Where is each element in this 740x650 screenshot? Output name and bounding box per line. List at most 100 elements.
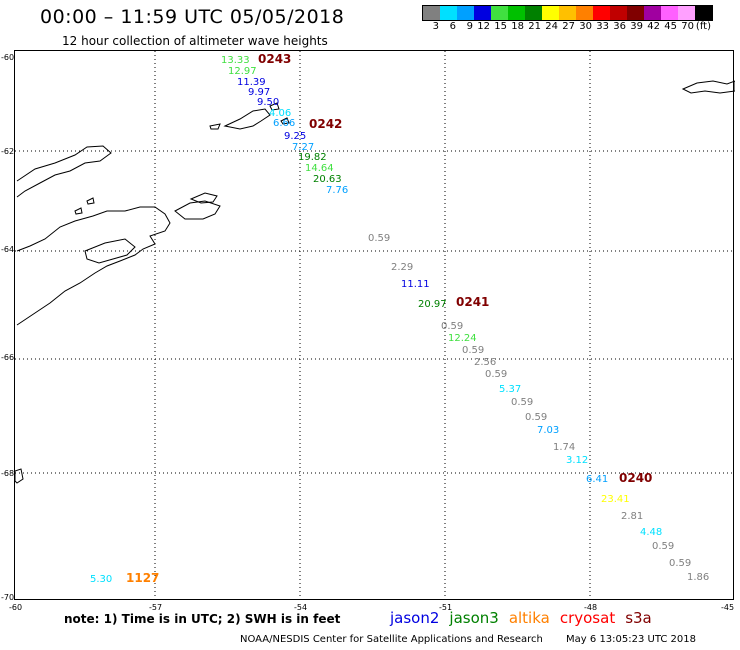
wave-height-reading: 11.11 <box>401 279 430 290</box>
south-georgia-tip <box>681 80 735 94</box>
wave-height-reading: 0.59 <box>652 541 675 552</box>
south-orkney-edge <box>15 468 24 484</box>
wave-height-reading: 7.03 <box>537 425 560 436</box>
wave-height-reading: 4.06 <box>269 108 292 119</box>
legend-label: (ft) <box>695 21 711 32</box>
islands-east-2 <box>189 192 218 204</box>
pass-time-label: 0243 <box>258 52 292 66</box>
legend-swatch <box>695 6 712 20</box>
wave-height-reading: 0.59 <box>462 345 485 356</box>
wave-height-reading: 4.48 <box>640 527 663 538</box>
wave-height-reading: 13.33 <box>221 55 250 66</box>
pass-time-label: 0242 <box>309 117 343 131</box>
lon-label: -60 <box>9 603 23 612</box>
legend-label: 45 <box>664 21 677 32</box>
legend-label: 6 <box>449 21 456 32</box>
lon-label: -54 <box>294 603 308 612</box>
legend-swatch <box>525 6 542 20</box>
lon-label: -45 <box>721 603 735 612</box>
wave-height-reading: 5.37 <box>499 384 522 395</box>
legend-label: 36 <box>613 21 626 32</box>
legend-swatch <box>440 6 457 20</box>
wave-height-reading: 20.63 <box>313 174 342 185</box>
legend-label: 3 <box>432 21 439 32</box>
footnote: note: 1) Time is in UTC; 2) SWH is in fe… <box>64 612 341 626</box>
wave-height-reading: 1.86 <box>687 572 710 583</box>
small-islet-sw <box>74 207 83 215</box>
wave-height-reading: 9.97 <box>248 87 271 98</box>
lat-label: -64 <box>1 245 15 254</box>
wave-height-reading: 0.59 <box>485 369 508 380</box>
legend-label: 9 <box>466 21 473 32</box>
pass-time-label: 0241 <box>456 295 490 309</box>
wave-height-reading: 0.59 <box>511 397 534 408</box>
lat-label: -66 <box>1 353 15 362</box>
legend-label: 33 <box>596 21 609 32</box>
wave-height-reading: 2.81 <box>621 511 644 522</box>
legend-swatch <box>508 6 525 20</box>
chart-title: 00:00 – 11:59 UTC 05/05/2018 <box>40 6 345 28</box>
wave-height-reading: 7.76 <box>326 185 349 196</box>
legend-label: 24 <box>545 21 558 32</box>
pass-time-label: 1127 <box>126 571 160 585</box>
legend-swatch <box>576 6 593 20</box>
lat-label: -70 <box>1 593 15 602</box>
wave-height-reading: 5.30 <box>90 574 113 585</box>
wave-height-reading: 2.29 <box>391 262 414 273</box>
wave-height-reading: 2.56 <box>474 357 497 368</box>
satellite-name: jason3 <box>449 609 499 627</box>
wave-height-reading: 14.64 <box>305 163 334 174</box>
legend-swatch <box>491 6 508 20</box>
wave-height-reading: 7.27 <box>292 142 315 153</box>
wave-height-reading: 1.74 <box>553 442 576 453</box>
pass-time-label: 0240 <box>619 471 653 485</box>
map-frame: -60 -62 -64 -66 -68 -70 -60 -57 -54 -51 … <box>1 50 735 612</box>
legend-swatch <box>559 6 576 20</box>
legend-swatch <box>457 6 474 20</box>
legend-swatch <box>610 6 627 20</box>
credit-line: NOAA/NESDIS Center for Satellite Applica… <box>240 634 696 645</box>
legend-label: 12 <box>477 21 490 32</box>
james-ross-island <box>84 238 136 264</box>
lat-label: -68 <box>1 469 15 478</box>
legend-swatch <box>661 6 678 20</box>
legend-label: 21 <box>528 21 541 32</box>
legend-label: 27 <box>562 21 575 32</box>
wave-height-reading: 6.66 <box>273 118 296 129</box>
legend-label: 70 <box>681 21 694 32</box>
satellite-name: s3a <box>625 609 652 627</box>
lon-label: -51 <box>439 603 453 612</box>
lon-label: -48 <box>584 603 598 612</box>
satellite-legend: jason2 jason3 altika cryosat s3a <box>390 609 662 627</box>
legend-label: 15 <box>494 21 507 32</box>
wave-height-reading: 0.59 <box>525 412 548 423</box>
small-islet-sw-2 <box>86 197 95 205</box>
satellite-name: cryosat <box>559 609 616 627</box>
lon-label: -57 <box>149 603 163 612</box>
wave-height-reading: 23.41 <box>601 494 630 505</box>
small-island-3 <box>280 117 290 125</box>
legend-label: 39 <box>630 21 643 32</box>
wave-height-reading: 3.12 <box>566 455 589 466</box>
color-legend-labels: 3 6 9 12 15 18 21 24 27 30 33 36 39 42 45 70 (ft) <box>422 21 711 32</box>
credit-text: NOAA/NESDIS Center for Satellite Applica… <box>240 634 543 645</box>
small-island-2 <box>269 102 280 111</box>
wave-height-reading: 12.24 <box>448 333 477 344</box>
wave-height-reading: 0.59 <box>669 558 692 569</box>
legend-swatch <box>474 6 491 20</box>
gridlines <box>15 51 735 601</box>
wave-height-reading: 0.59 <box>368 233 391 244</box>
legend-swatch <box>678 6 695 20</box>
map-canvas <box>15 51 735 601</box>
satellite-name: jason2 <box>390 609 440 627</box>
chart-subtitle: 12 hour collection of altimeter wave hei… <box>62 34 328 48</box>
legend-swatch <box>423 6 440 20</box>
wave-height-reading: 6.41 <box>586 474 609 485</box>
elephant-island <box>223 108 271 130</box>
wave-height-reading: 12.97 <box>228 66 257 77</box>
legend-label: 30 <box>579 21 592 32</box>
legend-swatch <box>627 6 644 20</box>
south-shetland-coast <box>16 145 112 198</box>
legend-swatch <box>644 6 661 20</box>
wave-height-reading: 9.50 <box>257 97 280 108</box>
